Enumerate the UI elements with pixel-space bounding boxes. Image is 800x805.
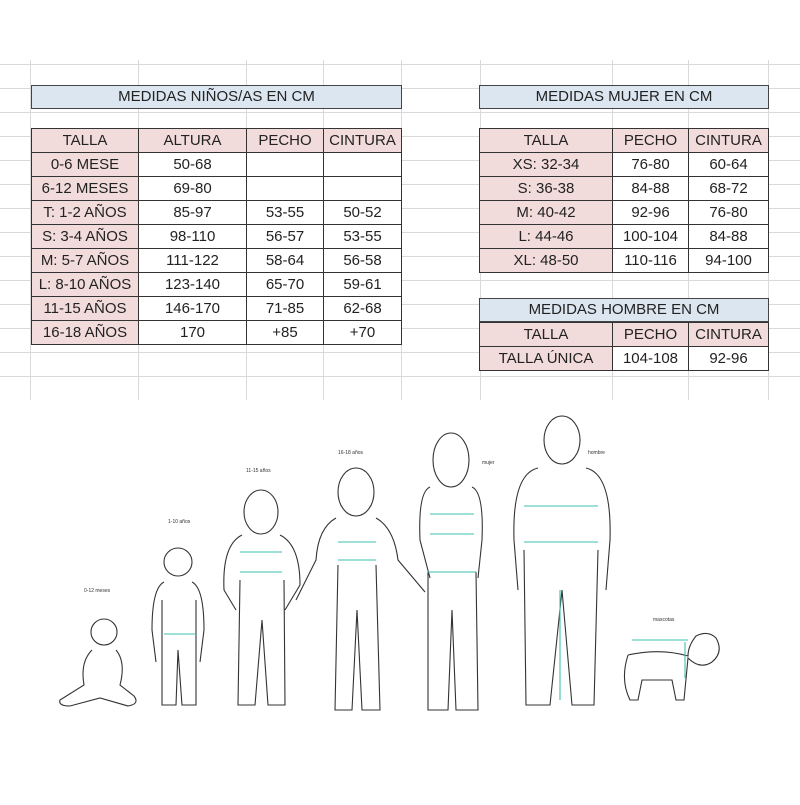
table-row: 0-6 MESE 50-68 xyxy=(31,152,402,177)
table-cell[interactable]: M: 40-42 xyxy=(479,200,613,225)
table-cell[interactable]: 50-68 xyxy=(138,152,247,177)
table-cell[interactable]: 0-6 MESE xyxy=(31,152,139,177)
table-cell[interactable]: 53-55 xyxy=(246,200,324,225)
table-cell[interactable]: 62-68 xyxy=(323,296,402,321)
table-cell[interactable]: 6-12 MESES xyxy=(31,176,139,201)
table-row: 16-18 AÑOS 170 +85 +70 xyxy=(31,320,402,345)
teen-figure xyxy=(295,467,426,711)
table-cell[interactable]: 123-140 xyxy=(138,272,247,297)
table-cell[interactable]: 100-104 xyxy=(612,224,689,249)
column-header[interactable]: TALLA xyxy=(31,128,139,153)
table-row: T: 1-2 AÑOS 85-97 53-55 50-52 xyxy=(31,200,402,225)
table-cell[interactable]: 56-57 xyxy=(246,224,324,249)
column-header[interactable]: TALLA xyxy=(479,128,613,153)
column-header[interactable]: PECHO xyxy=(612,128,689,153)
table-cell[interactable]: 60-64 xyxy=(688,152,769,177)
column-header[interactable]: CINTURA xyxy=(688,128,769,153)
column-header[interactable]: TALLA xyxy=(479,322,613,347)
table-cell[interactable]: 68-72 xyxy=(688,176,769,201)
table-cell[interactable]: 104-108 xyxy=(612,346,689,371)
table-cell[interactable]: 84-88 xyxy=(688,224,769,249)
table-cell[interactable]: 110-116 xyxy=(612,248,689,273)
table-cell[interactable]: 53-55 xyxy=(323,224,402,249)
column-header[interactable]: PECHO xyxy=(246,128,324,153)
label-child: 1-10 años xyxy=(168,519,191,525)
table-row: 11-15 AÑOS 146-170 71-85 62-68 xyxy=(31,296,402,321)
men-table-title: MEDIDAS HOMBRE EN CM xyxy=(479,298,769,322)
table-cell[interactable]: TALLA ÚNICA xyxy=(479,346,613,371)
baby-figure xyxy=(59,618,137,707)
table-cell[interactable]: 76-80 xyxy=(688,200,769,225)
table-cell[interactable]: 76-80 xyxy=(612,152,689,177)
table-cell[interactable]: S: 36-38 xyxy=(479,176,613,201)
table-cell[interactable]: 16-18 AÑOS xyxy=(31,320,139,345)
table-row: S: 3-4 AÑOS 98-110 56-57 53-55 xyxy=(31,224,402,249)
kids-table-title: MEDIDAS NIÑOS/AS EN CM xyxy=(31,85,402,109)
table-row: XS: 32-34 76-80 60-64 xyxy=(479,152,769,177)
table-cell[interactable]: 94-100 xyxy=(688,248,769,273)
table-cell[interactable]: 56-58 xyxy=(323,248,402,273)
table-row: L: 8-10 AÑOS 123-140 65-70 59-61 xyxy=(31,272,402,297)
table-cell[interactable]: 85-97 xyxy=(138,200,247,225)
women-size-table: TALLA PECHO CINTURA XS: 32-34 76-80 60-64 S: 3… xyxy=(479,128,769,273)
table-row: XL: 48-50 110-116 94-100 xyxy=(479,248,769,273)
column-header[interactable]: ALTURA xyxy=(138,128,247,153)
table-cell[interactable] xyxy=(246,152,324,177)
table-row: 6-12 MESES 69-80 xyxy=(31,176,402,201)
grid-column-line xyxy=(30,60,31,400)
table-row: L: 44-46 100-104 84-88 xyxy=(479,224,769,249)
table-header-row: TALLA ALTURA PECHO CINTURA xyxy=(31,128,402,153)
table-header-row: TALLA PECHO CINTURA xyxy=(479,128,769,153)
table-cell[interactable]: 92-96 xyxy=(612,200,689,225)
table-cell[interactable]: L: 44-46 xyxy=(479,224,613,249)
label-teen: 16-18 años xyxy=(338,450,364,456)
table-header-row: TALLA PECHO CINTURA xyxy=(479,322,769,347)
table-cell[interactable] xyxy=(323,176,402,201)
table-cell[interactable]: +85 xyxy=(246,320,324,345)
table-cell[interactable]: 11-15 AÑOS xyxy=(31,296,139,321)
preteen-figure xyxy=(223,489,301,706)
table-cell[interactable]: T: 1-2 AÑOS xyxy=(31,200,139,225)
table-cell[interactable]: 58-64 xyxy=(246,248,324,273)
woman-figure xyxy=(419,432,483,711)
table-cell[interactable]: 170 xyxy=(138,320,247,345)
table-cell[interactable]: 50-52 xyxy=(323,200,402,225)
kids-size-table: TALLA ALTURA PECHO CINTURA 0-6 MESE 50-68 6-12… xyxy=(31,128,402,345)
table-cell[interactable]: 146-170 xyxy=(138,296,247,321)
table-cell[interactable] xyxy=(323,152,402,177)
man-figure xyxy=(513,415,611,706)
table-cell[interactable]: S: 3-4 AÑOS xyxy=(31,224,139,249)
women-table-title: MEDIDAS MUJER EN CM xyxy=(479,85,769,109)
table-cell[interactable]: M: 5-7 AÑOS xyxy=(31,248,139,273)
body-measurement-illustration: 0-12 meses 1-10 años 11-15 años 16-18 añ… xyxy=(0,400,800,800)
column-header[interactable]: PECHO xyxy=(612,322,689,347)
table-cell[interactable]: L: 8-10 AÑOS xyxy=(31,272,139,297)
label-preteen: 11-15 años xyxy=(246,468,271,474)
column-header[interactable]: CINTURA xyxy=(323,128,402,153)
label-pets: mascotas xyxy=(653,617,675,623)
table-cell[interactable]: XS: 32-34 xyxy=(479,152,613,177)
column-header[interactable]: CINTURA xyxy=(688,322,769,347)
table-cell[interactable]: 98-110 xyxy=(138,224,247,249)
table-row: M: 40-42 92-96 76-80 xyxy=(479,200,769,225)
table-cell[interactable]: 69-80 xyxy=(138,176,247,201)
label-man: hombre xyxy=(588,450,605,456)
table-cell[interactable]: 111-122 xyxy=(138,248,247,273)
table-cell[interactable]: 92-96 xyxy=(688,346,769,371)
table-cell[interactable]: 71-85 xyxy=(246,296,324,321)
table-cell[interactable]: XL: 48-50 xyxy=(479,248,613,273)
table-cell[interactable]: 84-88 xyxy=(612,176,689,201)
table-row: M: 5-7 AÑOS 111-122 58-64 56-58 xyxy=(31,248,402,273)
label-woman: mujer xyxy=(482,460,495,466)
table-row: TALLA ÚNICA 104-108 92-96 xyxy=(479,346,769,371)
child-figure xyxy=(151,547,205,706)
men-size-table: TALLA PECHO CINTURA TALLA ÚNICA 104-108 92-96 xyxy=(479,322,769,371)
table-cell[interactable]: 65-70 xyxy=(246,272,324,297)
table-cell[interactable] xyxy=(246,176,324,201)
table-cell[interactable]: 59-61 xyxy=(323,272,402,297)
label-baby: 0-12 meses xyxy=(84,588,111,594)
dog-figure xyxy=(623,632,720,701)
table-cell[interactable]: +70 xyxy=(323,320,402,345)
table-row: S: 36-38 84-88 68-72 xyxy=(479,176,769,201)
